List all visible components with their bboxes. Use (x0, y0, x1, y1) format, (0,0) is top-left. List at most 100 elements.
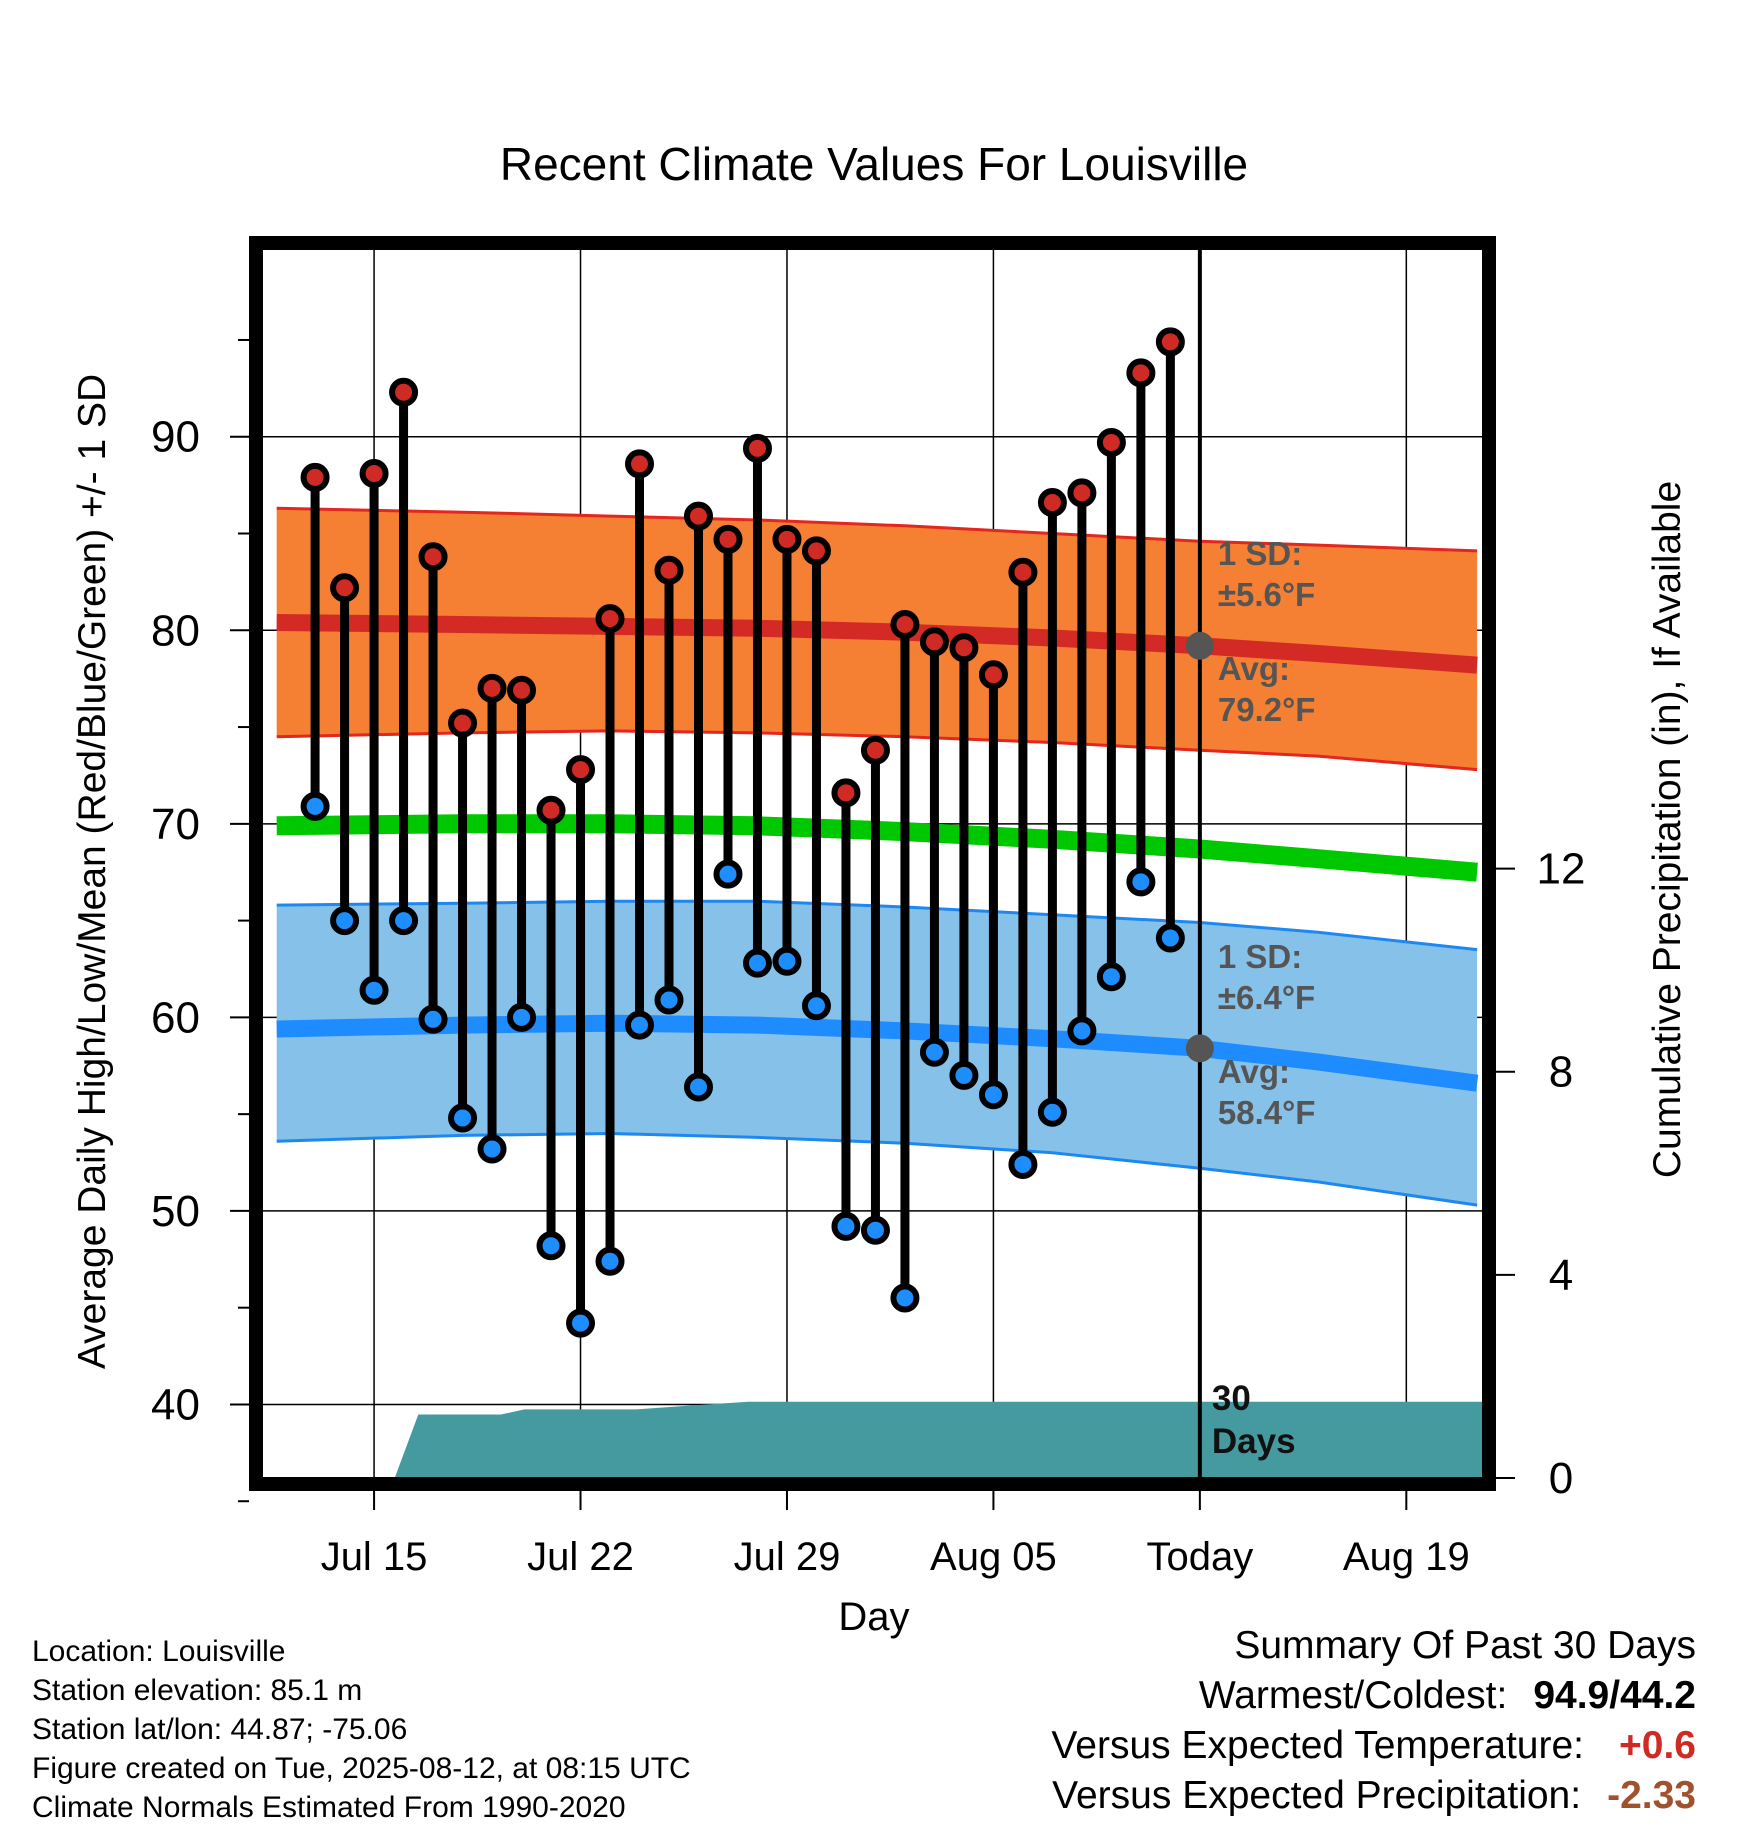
period-annotation-unit: Days (1212, 1422, 1296, 1461)
y-tick-label: 90 (151, 413, 200, 462)
low-avg-annotation-label: Avg: (1218, 1053, 1290, 1090)
y2-tick-label: 4 (1549, 1251, 1573, 1300)
daily-low-point (1096, 962, 1126, 992)
x-tick-label: Aug 05 (930, 1535, 1057, 1579)
daily-high-point (1037, 488, 1067, 518)
y-tick-label: 40 (151, 1380, 200, 1429)
daily-high-point (507, 675, 537, 705)
daily-high-point (477, 673, 507, 703)
daily-low-point (418, 1004, 448, 1034)
daily-low-point (683, 1072, 713, 1102)
daily-high-point (359, 459, 389, 489)
daily-high-point (1008, 557, 1038, 587)
daily-low-point (713, 859, 743, 889)
y-tick-label: 60 (151, 993, 200, 1042)
period-annotation-number: 30 (1212, 1379, 1251, 1418)
daily-low-point (300, 791, 330, 821)
daily-low-point (1126, 867, 1156, 897)
daily-high-point (330, 573, 360, 603)
daily-low-point (742, 948, 772, 978)
y-tick-label: 80 (151, 606, 200, 655)
daily-low-point (625, 1010, 655, 1040)
summary-temp-row: Versus Expected Temperature: +0.6 (1051, 1721, 1696, 1771)
daily-high-point (300, 462, 330, 492)
x-tick-label: Jul 29 (734, 1535, 841, 1579)
daily-low-point (801, 991, 831, 1021)
high-sd-annotation-value: ±5.6°F (1218, 576, 1315, 613)
daily-high-point (566, 755, 596, 785)
daily-high-point (448, 708, 478, 738)
low-sd-annotation-label: 1 SD: (1218, 938, 1302, 975)
high-avg-annotation-label: Avg: (1218, 650, 1290, 687)
daily-low-point (890, 1283, 920, 1313)
daily-high-point (801, 536, 831, 566)
precip-area (262, 1401, 1483, 1478)
high-sd-annotation-label: 1 SD: (1218, 535, 1302, 572)
daily-high-point (654, 555, 684, 585)
daily-low-point (949, 1060, 979, 1090)
chart-title: Recent Climate Values For Louisville (500, 138, 1248, 190)
daily-high-point (1155, 327, 1185, 357)
low-avg-annotation-value: 58.4°F (1218, 1094, 1316, 1131)
daily-high-point (949, 633, 979, 663)
high-avg-annotation-value: 79.2°F (1218, 691, 1316, 728)
today-avg-low-marker (1185, 1034, 1214, 1063)
y2-tick-label: 8 (1549, 1048, 1573, 1097)
summary-panel: Summary Of Past 30 Days Warmest/Coldest:… (1051, 1621, 1696, 1821)
temp-label: Versus Expected Temperature: (1051, 1724, 1584, 1767)
daily-low-point (919, 1037, 949, 1067)
daily-high-point (683, 501, 713, 531)
x-axis-label: Day (838, 1595, 909, 1639)
x-tick-label: Aug 19 (1343, 1535, 1470, 1579)
y2-tick-label: 12 (1537, 845, 1586, 894)
warmest-label: Warmest/Coldest: (1198, 1674, 1508, 1717)
y-axis-label: Average Daily High/Low/Mean (Red/Blue/Gr… (71, 374, 114, 1369)
normals-text: Climate Normals Estimated From 1990-2020 (32, 1791, 626, 1824)
daily-high-point (860, 735, 890, 765)
plot-frame (249, 236, 1496, 1491)
daily-low-point (448, 1103, 478, 1133)
daily-low-point (831, 1211, 861, 1241)
low-sd-annotation-value: ±6.4°F (1218, 979, 1315, 1016)
y-tick-label: 50 (151, 1187, 200, 1236)
y2-axis: 0 4 8 12 Cumulative Precipitation (in), If A… (1496, 481, 1689, 1503)
summary-title: Summary Of Past 30 Days (1234, 1624, 1696, 1667)
daily-low-point (654, 985, 684, 1015)
daily-low-point (595, 1246, 625, 1276)
temp-value: +0.6 (1619, 1724, 1696, 1767)
daily-low-point (566, 1308, 596, 1338)
today-avg-high-marker (1185, 631, 1214, 660)
daily-high-point (595, 604, 625, 634)
y-tick-label: 70 (151, 800, 200, 849)
daily-high-point (978, 660, 1008, 690)
daily-high-point (625, 449, 655, 479)
daily-high-point (890, 609, 920, 639)
daily-high-point (1096, 428, 1126, 458)
x-axis: Jul 15 Jul 22 Jul 29 Aug 05 Today Aug 19 Day (321, 1491, 1470, 1639)
daily-high-point (389, 377, 419, 407)
y2-axis-label: Cumulative Precipitation (in), If Availa… (1646, 481, 1689, 1178)
daily-high-point (831, 778, 861, 808)
daily-low-point (359, 975, 389, 1005)
daily-low-point (1067, 1016, 1097, 1046)
daily-high-point (713, 524, 743, 554)
daily-low-point (1155, 923, 1185, 953)
summary-warmest-row: Warmest/Coldest: 94.9/44.2 (1051, 1671, 1696, 1721)
elevation-text: Station elevation: 85.1 m (32, 1674, 363, 1707)
daily-low-point (1037, 1097, 1067, 1127)
warmest-value: 94.9/44.2 (1533, 1674, 1696, 1717)
daily-low-point (477, 1134, 507, 1164)
precip-label: Versus Expected Precipitation: (1052, 1774, 1582, 1817)
plot-area: 1 SD: ±5.6°F Avg: 79.2°F 1 SD: ±6.4°F Avg: 58.4… (262, 249, 1483, 1478)
daily-high-point (919, 627, 949, 657)
daily-low-point (330, 906, 360, 936)
daily-high-point (742, 433, 772, 463)
x-tick-label: Today (1146, 1535, 1253, 1579)
daily-high-point (1067, 478, 1097, 508)
daily-high-point (1126, 358, 1156, 388)
high-sd-band-upper-edge (276, 506, 1478, 553)
latlon-text: Station lat/lon: 44.87; -75.06 (32, 1713, 408, 1746)
y2-tick-label: 0 (1549, 1454, 1573, 1503)
daily-low-point (772, 946, 802, 976)
